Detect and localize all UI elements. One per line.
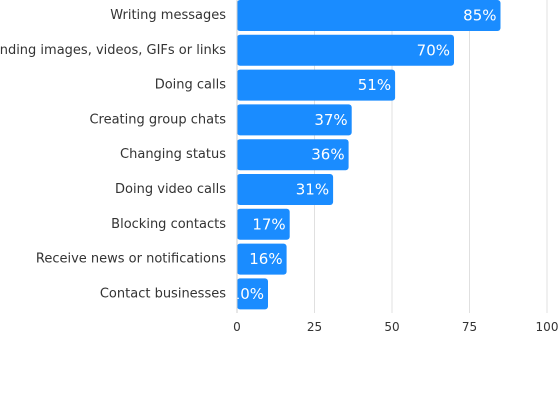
bars xyxy=(237,0,501,310)
category-label-0: Writing messages xyxy=(110,8,226,23)
category-label-1: Sending images, videos, GIFs or links xyxy=(0,43,226,58)
x-tick-labels: 0 25 50 75 100 xyxy=(233,320,558,334)
value-label-1: 70% xyxy=(417,41,450,59)
value-label-0: 85% xyxy=(463,7,496,25)
category-label-5: Doing video calls xyxy=(115,182,226,197)
bar-2 xyxy=(237,69,396,101)
category-labels: Writing messages Sending images, videos, … xyxy=(0,8,226,301)
x-tick-label-50: 50 xyxy=(384,320,399,334)
bar-6 xyxy=(237,208,290,240)
bar-3 xyxy=(237,104,352,136)
value-label-6: 17% xyxy=(252,215,285,233)
value-label-5: 31% xyxy=(296,181,329,199)
value-label-2: 51% xyxy=(358,76,391,94)
x-tick-label-0: 0 xyxy=(233,320,241,334)
category-label-3: Creating group chats xyxy=(89,112,226,127)
value-label-8: 10% xyxy=(231,285,264,303)
bar-5 xyxy=(237,174,334,205)
bar-4 xyxy=(237,139,349,171)
value-labels: 85% 70% 51% 37% 36% 31% 17% 16% 10% xyxy=(231,7,497,303)
bar-7 xyxy=(237,243,287,275)
x-tick-label-25: 25 xyxy=(307,320,322,334)
value-label-3: 37% xyxy=(314,111,347,129)
value-label-7: 16% xyxy=(249,250,282,268)
bar-0 xyxy=(237,0,501,31)
value-label-4: 36% xyxy=(311,146,344,164)
category-label-4: Changing status xyxy=(120,147,226,162)
category-label-7: Receive news or notifications xyxy=(36,252,226,267)
category-label-6: Blocking contacts xyxy=(111,217,226,232)
x-tick-label-75: 75 xyxy=(462,320,477,334)
category-label-8: Contact businesses xyxy=(100,286,226,301)
category-label-2: Doing calls xyxy=(155,78,227,93)
bar-1 xyxy=(237,34,454,66)
x-tick-label-100: 100 xyxy=(536,320,559,334)
bar-8 xyxy=(237,278,268,310)
